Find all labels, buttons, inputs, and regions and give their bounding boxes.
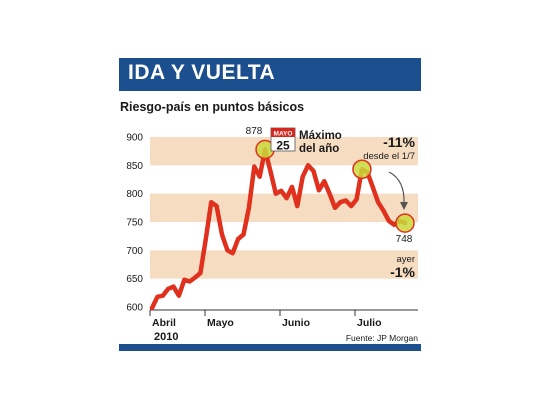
- x-tick-label: Abril: [152, 317, 176, 329]
- background-band: [150, 250, 418, 279]
- peak-label: Máximo del año: [299, 130, 342, 156]
- chart-title: IDA Y VUELTA: [128, 61, 276, 84]
- y-tick-label: 650: [126, 274, 143, 285]
- last-value-label: 748: [396, 234, 413, 245]
- x-tick-label: Julio: [357, 317, 382, 329]
- last-marker: [395, 213, 415, 233]
- yesterday-pct: -1%: [390, 264, 415, 280]
- calendar-day: 25: [276, 139, 290, 153]
- calendar-month: MAYO: [274, 131, 293, 138]
- peak-label-line-1: Máximo: [299, 130, 342, 142]
- change-pct: -11%: [383, 134, 415, 150]
- y-tick-label: 900: [126, 133, 143, 144]
- july-marker: [352, 159, 372, 180]
- peak-value-label: 878: [246, 126, 263, 137]
- chart-subtitle: Riesgo-país en puntos básicos: [120, 100, 305, 114]
- source-label: Fuente:: [345, 333, 375, 343]
- y-tick-label: 750: [126, 218, 143, 229]
- trend-arrow: [388, 171, 405, 205]
- yesterday-label: ayer: [396, 254, 415, 265]
- x-tick-label: Mayo: [207, 317, 234, 329]
- peak-label-line-2: del año: [299, 143, 340, 155]
- y-tick-label: 800: [126, 189, 143, 200]
- source-name: JP Morgan: [377, 333, 418, 343]
- year-label: 2010: [154, 331, 179, 343]
- y-tick-label: 700: [126, 246, 143, 257]
- title-band: [119, 58, 421, 91]
- y-tick-label: 850: [126, 161, 143, 172]
- footer-band: [119, 344, 421, 351]
- y-axis-ticks: 600 650 700 750 800 850 900: [126, 133, 143, 314]
- calendar-icon: MAYO 25: [270, 127, 296, 153]
- source-credit: Fuente: JP Morgan: [346, 333, 418, 343]
- y-tick-label: 600: [126, 303, 143, 314]
- x-axis-ticks: Abril Mayo Junio Julio: [149, 310, 382, 329]
- change-since: desde el 1/7: [363, 151, 415, 162]
- trend-arrow-head: [400, 202, 408, 210]
- x-tick-label: Junio: [282, 317, 310, 329]
